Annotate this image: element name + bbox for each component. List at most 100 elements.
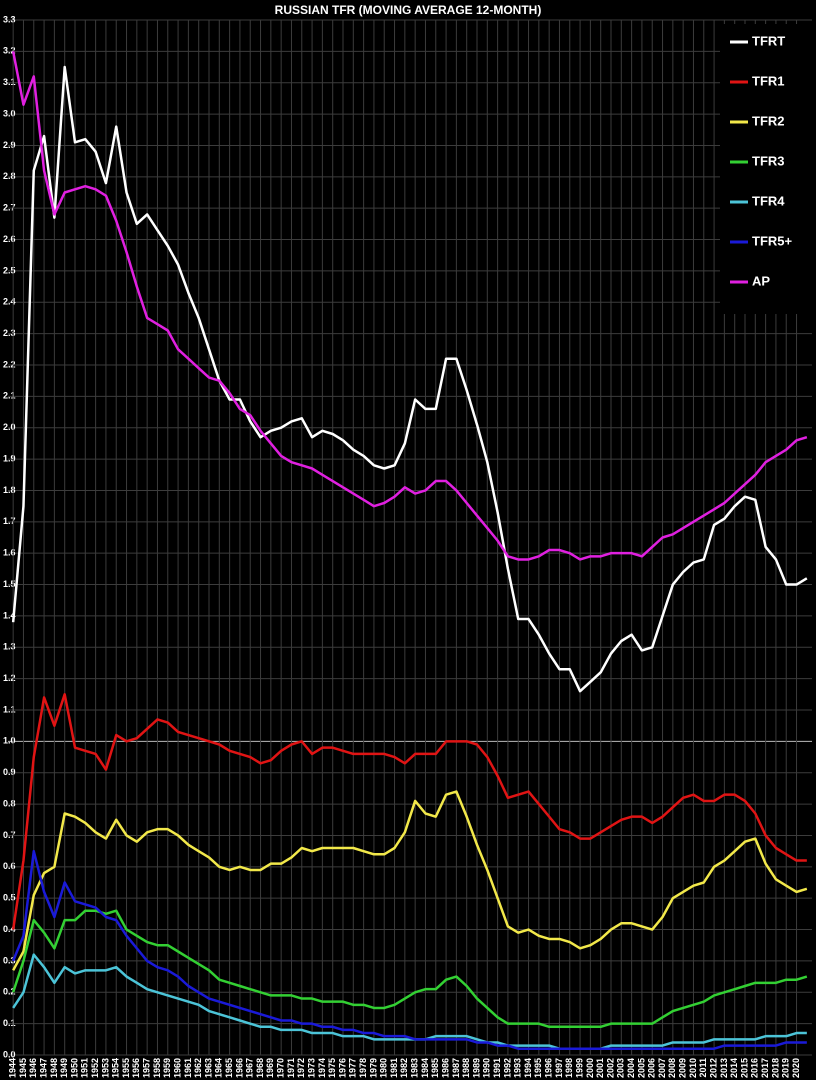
x-tick-label: 1946 <box>28 1058 38 1078</box>
x-tick-label: 1980 <box>379 1058 389 1078</box>
x-tick-label: 2002 <box>605 1058 615 1078</box>
legend-box <box>720 24 812 314</box>
y-tick-label: 0.0 <box>3 1049 16 1059</box>
y-tick-label: 3.1 <box>3 77 16 87</box>
legend-label: TFRT <box>752 33 785 48</box>
x-tick-label: 1965 <box>224 1058 234 1078</box>
y-tick-label: 2.6 <box>3 234 16 244</box>
x-tick-label: 2006 <box>647 1058 657 1078</box>
x-tick-label: 2007 <box>657 1058 667 1078</box>
x-tick-label: 2011 <box>698 1058 708 1078</box>
x-tick-label: 1958 <box>152 1058 162 1078</box>
x-tick-label: 1959 <box>162 1058 172 1078</box>
series-line <box>11 909 808 1029</box>
x-tick-label: 1997 <box>554 1058 564 1078</box>
y-tick-label: 3.2 <box>3 46 16 56</box>
series-line <box>12 790 808 971</box>
x-tick-label: 1952 <box>90 1058 100 1078</box>
x-tick-label: 1967 <box>245 1058 255 1078</box>
x-tick-label: 1995 <box>533 1058 543 1078</box>
x-tick-label: 1956 <box>131 1058 141 1078</box>
x-tick-label: 1949 <box>59 1058 69 1078</box>
x-tick-label: 1951 <box>80 1058 90 1078</box>
y-tick-label: 0.5 <box>3 893 16 903</box>
x-tick-label: 2008 <box>667 1058 677 1078</box>
y-tick-label: 3.3 <box>3 14 16 24</box>
y-tick-label: 1.4 <box>3 610 16 620</box>
x-tick-label: 1953 <box>100 1058 110 1078</box>
y-tick-label: 2.5 <box>3 265 16 275</box>
x-tick-label: 1990 <box>482 1058 492 1078</box>
y-tick-label: 2.1 <box>3 391 16 401</box>
x-tick-label: 1970 <box>276 1058 286 1078</box>
series-line <box>11 693 807 930</box>
x-tick-label: 1978 <box>358 1058 368 1078</box>
x-tick-label: 2001 <box>595 1058 605 1078</box>
y-tick-label: 1.3 <box>3 642 16 652</box>
x-tick-label: 1950 <box>69 1058 79 1078</box>
x-tick-label: 1954 <box>111 1058 121 1078</box>
x-tick-label: 2010 <box>688 1058 698 1078</box>
x-tick-label: 1955 <box>121 1058 131 1078</box>
x-tick-label: 2004 <box>626 1058 636 1078</box>
legend-label: TFR1 <box>752 73 785 88</box>
y-tick-label: 1.8 <box>3 485 16 495</box>
x-tick-label: 1996 <box>544 1058 554 1078</box>
x-tick-label: 1982 <box>399 1058 409 1078</box>
x-tick-label: 1960 <box>172 1058 182 1078</box>
legend-label: AP <box>752 273 770 288</box>
y-tick-label: 0.6 <box>3 861 16 871</box>
y-tick-label: 0.3 <box>3 955 16 965</box>
x-tick-label: 1987 <box>451 1058 461 1078</box>
x-tick-label: 1981 <box>389 1058 399 1078</box>
x-tick-label: 1994 <box>523 1058 533 1078</box>
x-tick-label: 1957 <box>142 1058 152 1078</box>
y-tick-label: 0.8 <box>3 798 16 808</box>
x-tick-label: 1963 <box>203 1058 213 1078</box>
legend-label: TFR3 <box>752 153 785 168</box>
chart-title: RUSSIAN TFR (MOVING AVERAGE 12-MONTH) <box>275 3 542 17</box>
y-tick-label: 1.2 <box>3 673 16 683</box>
y-tick-label: 1.0 <box>3 736 16 746</box>
x-tick-label: 1948 <box>49 1058 59 1078</box>
x-tick-label: 1998 <box>564 1058 574 1078</box>
y-tick-label: 0.1 <box>3 1018 16 1028</box>
x-tick-label: 1962 <box>193 1058 203 1078</box>
x-tick-label: 2013 <box>719 1058 729 1078</box>
y-tick-label: 2.3 <box>3 328 16 338</box>
y-tick-label: 3.0 <box>3 108 16 118</box>
y-tick-label: 2.7 <box>3 203 16 213</box>
x-tick-label: 1947 <box>38 1058 48 1078</box>
x-tick-label: 1969 <box>265 1058 275 1078</box>
x-tick-label: 1974 <box>317 1058 327 1078</box>
x-tick-label: 1979 <box>368 1058 378 1078</box>
series-line <box>11 849 807 1050</box>
x-tick-label: 1971 <box>286 1058 296 1078</box>
x-tick-label: 2012 <box>708 1058 718 1078</box>
y-tick-label: 1.1 <box>3 704 16 714</box>
x-tick-label: 1991 <box>492 1058 502 1078</box>
x-tick-label: 1986 <box>440 1058 450 1078</box>
series-line <box>11 65 808 693</box>
x-tick-label: 1975 <box>327 1058 337 1078</box>
x-tick-label: 1961 <box>183 1058 193 1078</box>
x-tick-label: 1993 <box>513 1058 523 1078</box>
x-tick-label: 2000 <box>585 1058 595 1078</box>
series-line <box>12 953 807 1050</box>
x-tick-label: 2017 <box>760 1058 770 1078</box>
y-tick-label: 1.9 <box>3 453 16 463</box>
y-tick-label: 2.2 <box>3 359 16 369</box>
x-tick-label: 2020 <box>791 1058 801 1078</box>
x-tick-label: 1973 <box>306 1058 316 1078</box>
x-tick-label: 1983 <box>410 1058 420 1078</box>
legend-label: TFR2 <box>752 113 785 128</box>
x-tick-label: 2016 <box>750 1058 760 1078</box>
y-tick-label: 1.5 <box>3 579 16 589</box>
y-tick-label: 1.6 <box>3 548 16 558</box>
x-tick-label: 1968 <box>255 1058 265 1078</box>
x-tick-label: 2018 <box>770 1058 780 1078</box>
x-tick-label: 1985 <box>430 1058 440 1078</box>
